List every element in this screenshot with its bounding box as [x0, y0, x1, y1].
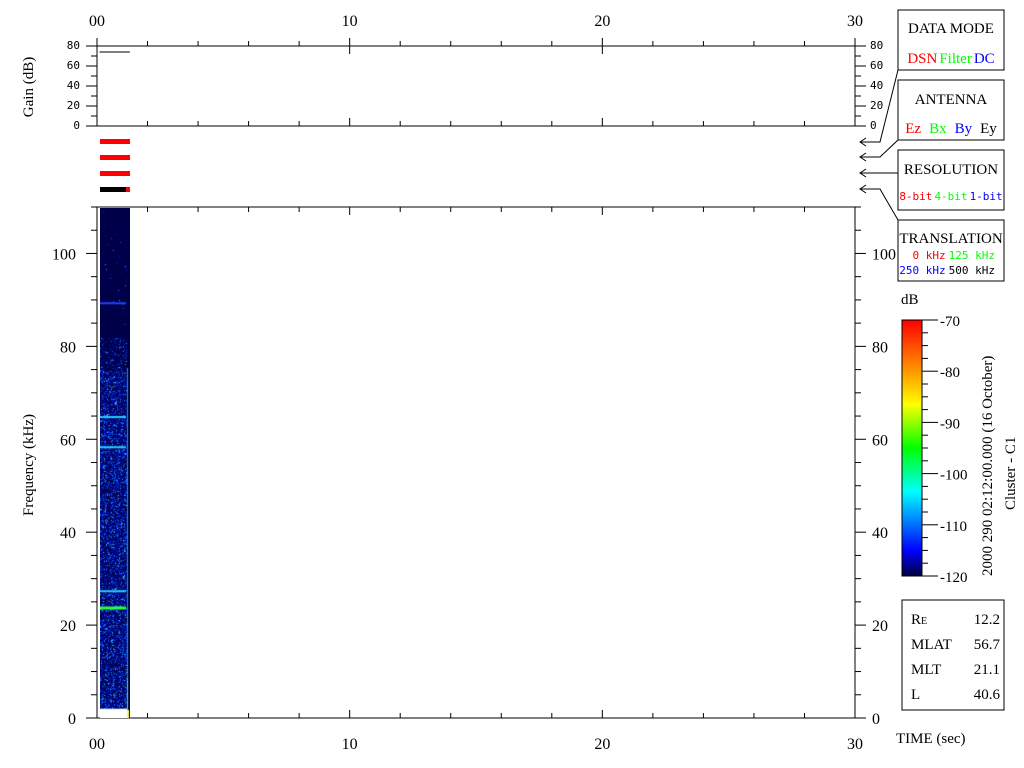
- gain-panel: [96, 45, 856, 127]
- colorbar: [901, 319, 923, 577]
- legend-data-mode: DATA MODE DSN Filter DC: [897, 9, 1005, 71]
- gain-tick-label: 60: [67, 59, 80, 72]
- orbit-value: 21.1: [974, 662, 1000, 678]
- x-tick-label-top: 10: [342, 13, 358, 30]
- colorbar-ticks: -70 -80 -90 -100 -110 -120: [922, 314, 968, 586]
- status-bar-end: [126, 187, 130, 192]
- legend-translation: TRANSLATION 0 kHz 125 kHz 250 kHz 500 kHz: [897, 219, 1005, 282]
- gain-tick-label: 20: [67, 99, 80, 112]
- gain-tick-label-right: 20: [870, 99, 883, 112]
- frequency-axis-label: Frequency (kHz): [21, 414, 37, 516]
- svg-text:RESOLUTION: RESOLUTION: [904, 162, 998, 178]
- gain-tick-label-right: 0: [870, 119, 877, 132]
- gain-tick-label-right: 80: [870, 39, 883, 52]
- x-tick-label-bottom: 20: [594, 736, 610, 753]
- status-bars: [100, 139, 130, 192]
- colorbar-label: dB: [901, 292, 919, 308]
- gain-tick-label: 40: [67, 79, 80, 92]
- x-tick-label-top: 20: [594, 13, 610, 30]
- freq-tick-label-right: 100: [872, 246, 896, 263]
- orbit-label: MLT: [911, 662, 941, 678]
- x-tick-label-top: 30: [847, 13, 863, 30]
- colorbar-tick-label: -70: [940, 314, 960, 330]
- gain-tick-label: 80: [67, 39, 80, 52]
- freq-tick-label: 20: [60, 618, 76, 635]
- orbit-value: 40.6: [974, 687, 1001, 703]
- time-axis-label: TIME (sec): [896, 731, 966, 747]
- freq-tick-label-right: 20: [872, 618, 888, 635]
- svg-text:TRANSLATION: TRANSLATION: [899, 231, 1002, 247]
- spacecraft-label: Cluster - C1: [1003, 437, 1019, 510]
- status-bar: [100, 155, 130, 160]
- gain-tick-label: 0: [73, 119, 80, 132]
- orbit-value: 12.2: [974, 612, 1000, 628]
- svg-text:ANTENNA: ANTENNA: [915, 92, 988, 108]
- legend-antenna: ANTENNA Ez Bx By Ey: [897, 79, 1005, 141]
- freq-tick-label-right: 0: [872, 711, 880, 728]
- gain-tick-label-right: 40: [870, 79, 883, 92]
- svg-text:DATA MODE: DATA MODE: [908, 21, 994, 37]
- colorbar-tick-label: -80: [940, 365, 960, 381]
- freq-tick-label: 60: [60, 432, 76, 449]
- spectrogram-data: [100, 208, 130, 718]
- freq-tick-label: 40: [60, 525, 76, 542]
- orbit-value: 56.7: [974, 637, 1001, 653]
- x-tick-label-bottom: 10: [342, 736, 358, 753]
- x-tick-label-bottom: 30: [847, 736, 863, 753]
- spectrogram-panel: [96, 206, 856, 719]
- legend-resolution: RESOLUTION 8-bit 4-bit 1-bit: [897, 149, 1005, 211]
- freq-tick-label: 100: [52, 246, 76, 263]
- freq-tick-label-right: 40: [872, 525, 888, 542]
- gain-axis-label: Gain (dB): [21, 57, 37, 117]
- status-bar: [100, 139, 130, 144]
- freq-tick-label-right: 80: [872, 339, 888, 356]
- gain-tick-label-right: 60: [870, 59, 883, 72]
- colorbar-tick-label: -120: [940, 570, 968, 586]
- orbit-label: L: [911, 687, 920, 703]
- x-tick-label-top: 00: [89, 13, 105, 30]
- timestamp: 2000 290 02:12:00.000 (16 October): [980, 356, 996, 576]
- freq-tick-label-right: 60: [872, 432, 888, 449]
- status-bar: [100, 171, 130, 176]
- colorbar-tick-label: -100: [940, 468, 968, 484]
- freq-tick-label: 80: [60, 339, 76, 356]
- x-tick-label-bottom: 00: [89, 736, 105, 753]
- legend-leader-lines: [859, 69, 899, 221]
- status-bar: [100, 187, 130, 192]
- freq-tick-label: 0: [68, 711, 76, 728]
- colorbar-tick-label: -110: [940, 519, 967, 535]
- colorbar-tick-label: -90: [940, 416, 960, 432]
- orbit-label: MLAT: [911, 637, 952, 653]
- orbit-label: RE: [911, 612, 927, 628]
- orbit-info-box: RE 12.2 MLAT 56.7 MLT 21.1 L 40.6: [901, 599, 1005, 711]
